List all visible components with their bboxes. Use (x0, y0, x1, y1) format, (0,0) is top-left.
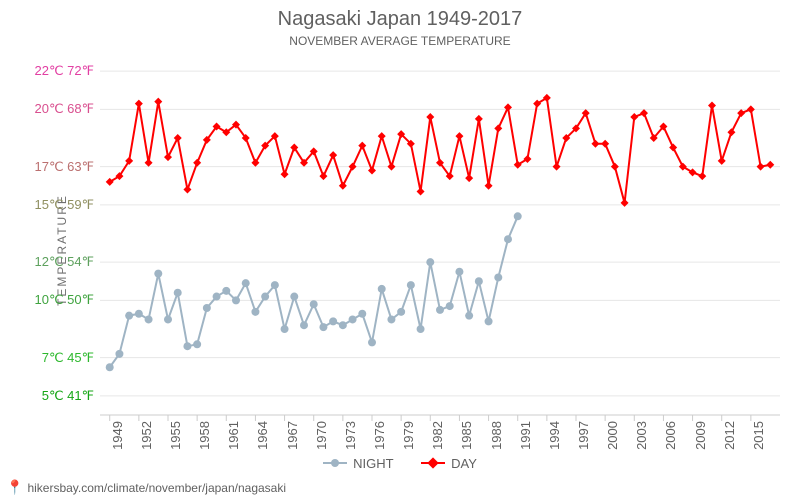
legend-swatch-day (421, 457, 445, 469)
y-tick-label: 10℃ 50℉ (34, 292, 94, 308)
legend-item-night: NIGHT (323, 456, 393, 471)
x-tick-label: 1979 (401, 421, 416, 450)
x-tick-label: 1985 (459, 421, 474, 450)
y-tick-label: 12℃ 54℉ (34, 254, 94, 270)
x-tick-label: 1961 (226, 421, 241, 450)
y-tick-label: 15℃ 59℉ (34, 197, 94, 213)
plot-area: 5℃ 41℉7℃ 45℉10℃ 50℉12℃ 54℉15℃ 59℉17℃ 63℉… (100, 52, 780, 415)
y-tick-label: 17℃ 63℉ (34, 159, 94, 175)
x-tick-label: 1970 (314, 421, 329, 450)
x-tick-label: 1988 (489, 421, 504, 450)
y-tick-label: 7℃ 45℉ (42, 350, 94, 366)
chart-subtitle: NOVEMBER AVERAGE TEMPERATURE (0, 34, 800, 48)
x-tick-label: 1958 (197, 421, 212, 450)
x-tick-label: 1976 (372, 421, 387, 450)
x-tick-label: 1952 (139, 421, 154, 450)
plot-svg (100, 52, 780, 415)
footer: 📍 hikersbay.com/climate/november/japan/n… (6, 479, 286, 496)
footer-text: hikersbay.com/climate/november/japan/nag… (27, 481, 286, 495)
x-tick-label: 2015 (751, 421, 766, 450)
temperature-chart: Nagasaki Japan 1949-2017 NOVEMBER AVERAG… (0, 0, 800, 500)
x-tick-label: 1997 (576, 421, 591, 450)
y-tick-label: 22℃ 72℉ (34, 63, 94, 79)
x-tick-label: 2009 (693, 421, 708, 450)
legend-label-day: DAY (451, 456, 477, 471)
legend-item-day: DAY (421, 456, 477, 471)
chart-title: Nagasaki Japan 1949-2017 (0, 8, 800, 31)
legend: NIGHT DAY (0, 456, 800, 473)
legend-swatch-night (323, 457, 347, 469)
x-tick-label: 1991 (518, 421, 533, 450)
x-tick-label: 1949 (110, 421, 125, 450)
x-tick-label: 2006 (663, 421, 678, 450)
x-tick-label: 2000 (605, 421, 620, 450)
x-tick-label: 1982 (430, 421, 445, 450)
x-tick-label: 1955 (168, 421, 183, 450)
x-tick-label: 1964 (255, 421, 270, 450)
x-tick-label: 1973 (343, 421, 358, 450)
y-tick-label: 20℃ 68℉ (34, 101, 94, 117)
x-tick-label: 1967 (285, 421, 300, 450)
pin-icon: 📍 (6, 479, 23, 496)
legend-label-night: NIGHT (353, 456, 393, 471)
x-tick-label: 2012 (722, 421, 737, 450)
x-tick-label: 2003 (634, 421, 649, 450)
y-tick-label: 5℃ 41℉ (42, 388, 94, 404)
x-tick-label: 1994 (547, 421, 562, 450)
